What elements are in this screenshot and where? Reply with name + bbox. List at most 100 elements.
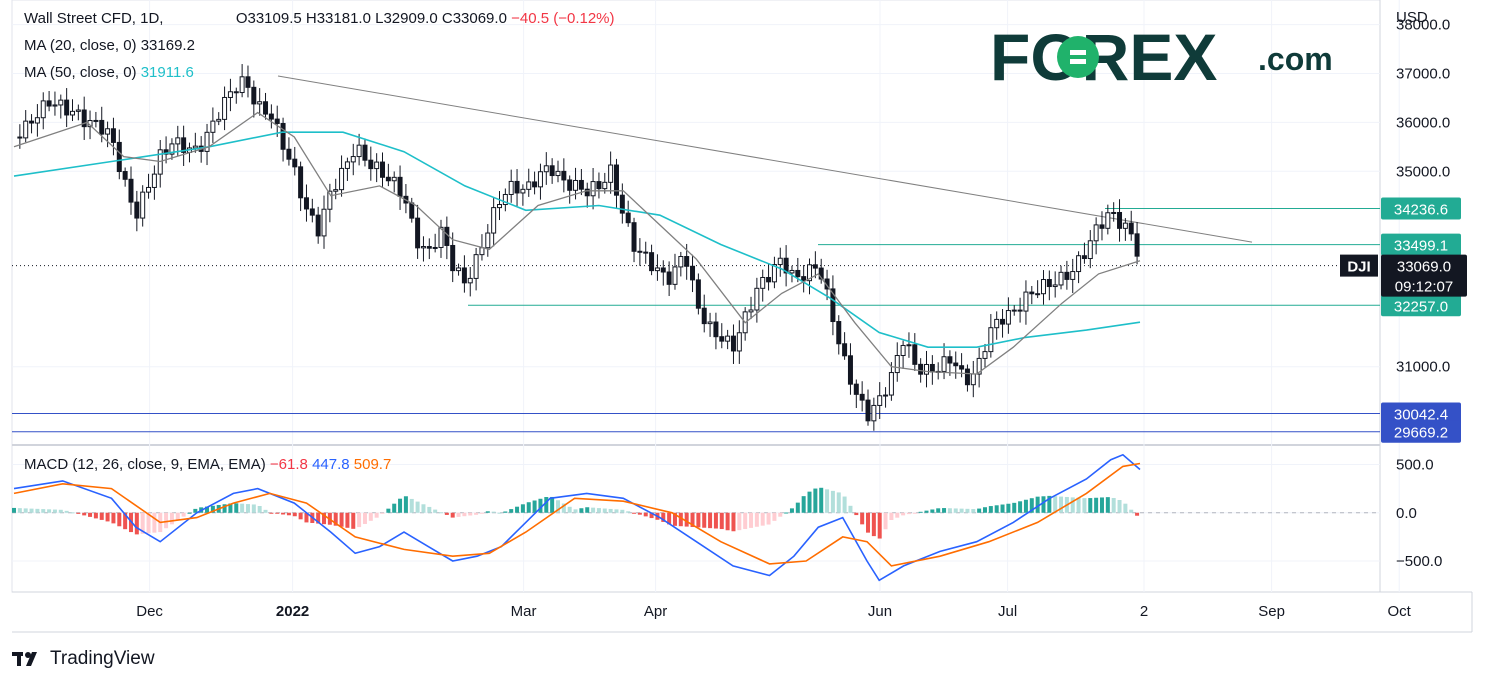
time-tick-label: Jun: [868, 603, 892, 620]
macd-histogram-bar: [35, 508, 40, 513]
candle-body: [58, 99, 64, 106]
macd-histogram-bar: [702, 512, 707, 528]
macd-histogram-bar: [421, 504, 426, 513]
candle-body: [75, 109, 81, 112]
candle-body: [707, 321, 713, 325]
candle-body: [631, 222, 637, 252]
macd-histogram-bar: [924, 510, 929, 513]
candle-body: [982, 351, 988, 359]
macd-histogram-bar: [392, 503, 397, 513]
macd-histogram-bar: [866, 512, 871, 533]
candle-body: [473, 254, 479, 279]
candle-body: [660, 267, 666, 273]
macd-histogram-bar: [1105, 497, 1110, 513]
macd-histogram-bar: [491, 511, 496, 513]
candle-body: [391, 176, 397, 182]
candle-body: [871, 404, 877, 422]
macd-histogram-bar: [152, 512, 157, 533]
macd-histogram-bar: [245, 504, 250, 513]
candle-body: [783, 257, 789, 274]
macd-histogram-bar: [760, 512, 765, 526]
macd-histogram-bar: [205, 506, 210, 513]
price-tick-label: 36000.0: [1396, 114, 1450, 131]
macd-histogram-bar: [977, 508, 982, 513]
macd-histogram-bar: [503, 511, 508, 513]
macd-histogram-bar: [1088, 498, 1093, 513]
macd-histogram-bar: [351, 512, 356, 529]
forex-logo-o-bar-bottom: [1070, 59, 1086, 64]
price-tick-label: 37000.0: [1396, 66, 1450, 83]
ma50-legend[interactable]: MA (50, close, 0) 31911.6: [24, 64, 194, 81]
candle-body: [608, 164, 614, 183]
macd-histogram-bar: [520, 504, 525, 513]
macd-histogram-bar: [1082, 498, 1087, 513]
candle-body: [567, 179, 573, 191]
candle-body: [181, 137, 187, 153]
macd-histogram-bar: [591, 507, 596, 513]
candle-body: [350, 156, 356, 163]
candle-body: [730, 335, 736, 352]
macd-histogram-bar: [88, 512, 93, 517]
macd-histogram-bar: [12, 507, 16, 513]
macd-histogram-bar: [380, 512, 385, 514]
candle-body: [508, 180, 514, 195]
candle-body: [292, 158, 298, 168]
ma20-legend[interactable]: MA (20, close, 0) 33169.2: [24, 37, 195, 54]
candle-body: [456, 267, 462, 272]
candle-body: [216, 118, 222, 122]
candle-body: [257, 101, 263, 105]
candle-body: [795, 269, 801, 278]
macd-histogram-bar: [965, 508, 970, 513]
macd-histogram-bar: [409, 498, 414, 513]
macd-histogram-bar: [368, 512, 373, 521]
macd-histogram-bar: [357, 512, 362, 528]
macd-label: MACD (12, 26, close, 9, EMA, EMA): [24, 456, 266, 473]
macd-histogram-bar: [942, 508, 947, 513]
macd-histogram-bar: [286, 512, 291, 516]
macd-histogram-bar: [637, 512, 642, 515]
macd-histogram-bar: [93, 512, 98, 519]
candle-body: [818, 267, 824, 280]
candle-body: [1005, 310, 1011, 325]
macd-histogram-bar: [672, 512, 677, 526]
candle-body: [812, 264, 818, 269]
macd-histogram-bar: [1012, 502, 1017, 513]
macd-histogram-bar: [778, 512, 783, 517]
macd-histogram-bar: [994, 505, 999, 513]
macd-histogram-bar: [386, 508, 391, 513]
macd-histogram-bar: [626, 511, 631, 513]
macd-tick-label: −500.0: [1396, 553, 1442, 570]
tradingview-logo[interactable]: TradingView: [12, 648, 155, 670]
candle-body: [725, 335, 731, 342]
macd-histogram-bar: [415, 501, 420, 513]
macd-histogram-bar: [877, 512, 882, 539]
macd-histogram-bar: [860, 512, 865, 525]
macd-histogram-bar: [585, 507, 590, 513]
candle-body: [1029, 291, 1035, 295]
candle-body: [409, 202, 415, 219]
time-tick-label: Apr: [644, 603, 667, 620]
macd-histogram-bar: [304, 512, 309, 523]
candle-body: [929, 363, 935, 373]
candle-body: [941, 356, 947, 372]
candle-body: [426, 246, 432, 249]
candle-body: [654, 267, 660, 272]
macd-histogram-bar: [99, 512, 104, 520]
macd-legend[interactable]: MACD (12, 26, close, 9, EMA, EMA) −61.8 …: [24, 456, 391, 473]
candle-body: [754, 287, 760, 311]
macd-histogram-bar: [240, 503, 245, 513]
candle-body: [830, 288, 836, 323]
candle-body: [116, 141, 122, 173]
macd-histogram-bar: [708, 512, 713, 529]
price-tick-label: 38000.0: [1396, 17, 1450, 34]
macd-histogram-bar: [678, 512, 683, 527]
candle-body: [210, 120, 216, 133]
candle-body: [584, 188, 590, 197]
forex-logo-o-icon: [1057, 36, 1099, 78]
candle-body: [918, 363, 924, 375]
macd-histogram-bar: [222, 504, 227, 513]
macd-histogram-bar: [479, 512, 484, 514]
horizontal-levels[interactable]: 34236.6 33499.1 32257.0 30042.4 29669.2 DJI 33…: [12, 197, 1467, 443]
symbol-name[interactable]: Wall Street CFD, 1D,: [24, 10, 164, 27]
